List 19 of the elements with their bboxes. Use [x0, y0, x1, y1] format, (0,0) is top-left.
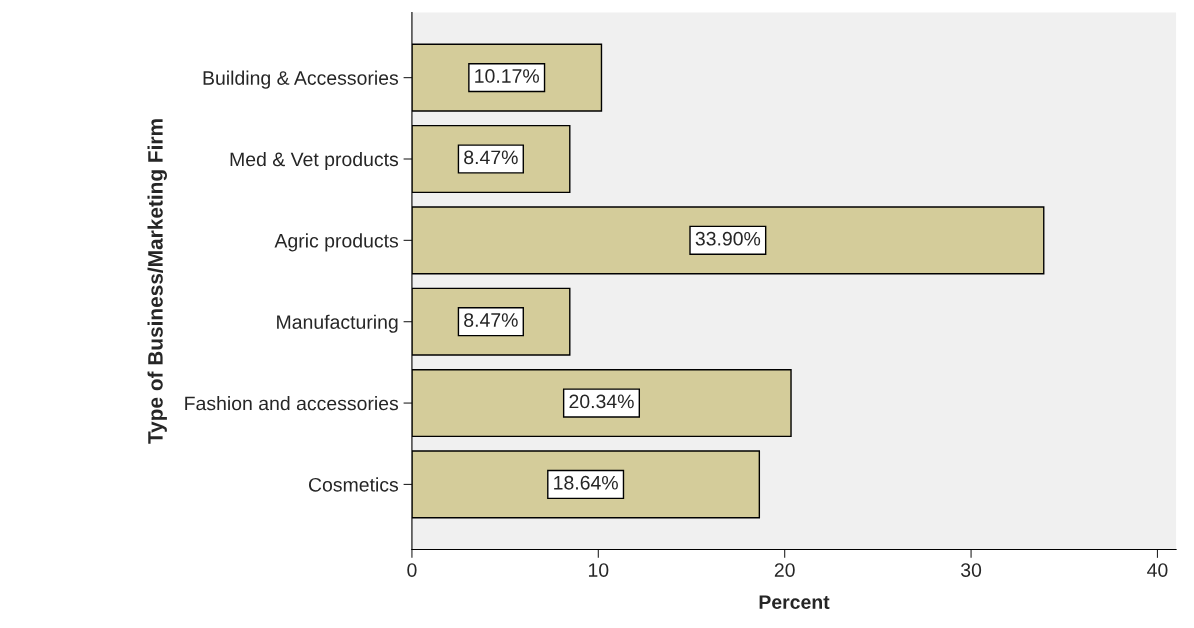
y-axis-title: Type of Business/Marketing Firm	[147, 119, 167, 444]
y-tick-label: Building & Accessories	[203, 70, 399, 89]
data-label: 20.34%	[569, 394, 634, 409]
data-label: 8.47%	[464, 313, 518, 327]
data-label: 18.64%	[554, 475, 618, 490]
data-label: 8.47%	[464, 150, 518, 165]
x-tick-label: 20	[774, 563, 795, 577]
data-label: 10.17%	[475, 69, 539, 83]
y-tick-label: Med & Vet products	[230, 151, 399, 171]
data-label: 33.90%	[695, 231, 761, 246]
y-tick-label: Manufacturing	[277, 314, 398, 333]
x-axis-title: Percent	[759, 595, 830, 609]
x-tick-label: 30	[961, 563, 982, 577]
y-tick-label: Agric products	[274, 233, 399, 252]
x-tick-label: 0	[407, 563, 417, 577]
y-tick-label: Cosmetics	[308, 477, 399, 492]
x-tick-label: 10	[588, 563, 609, 577]
x-tick-label: 40	[1147, 563, 1168, 577]
y-tick-label: Fashion and accessories	[185, 396, 399, 411]
